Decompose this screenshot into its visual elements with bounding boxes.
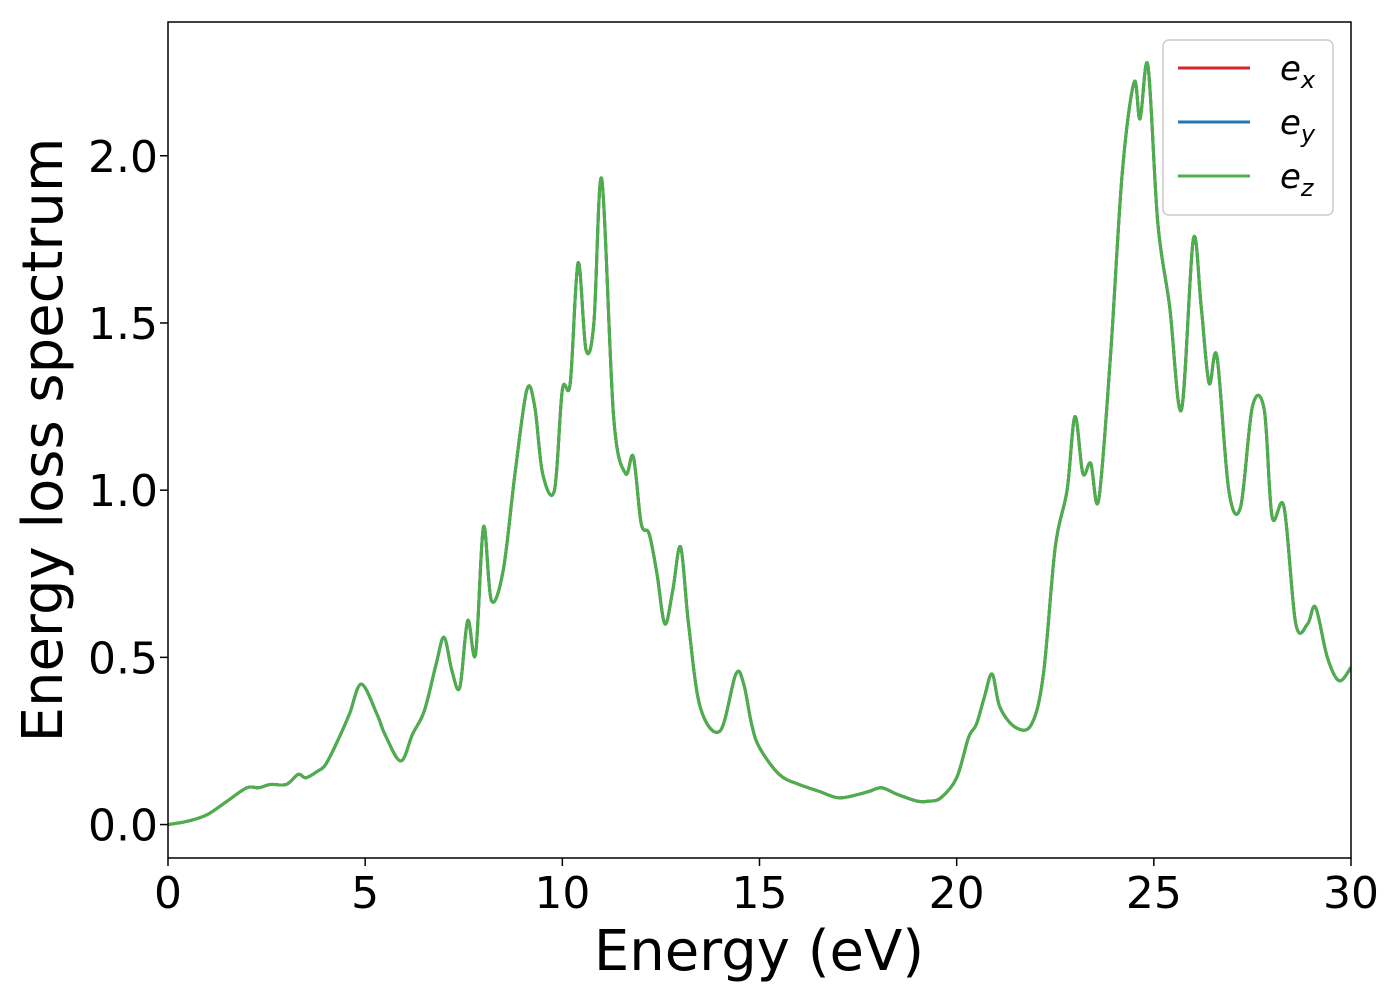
x-tick-label: 0 xyxy=(154,868,182,919)
y-tick-label: 0.0 xyxy=(88,801,158,852)
y-axis-title: Energy loss spectrum xyxy=(11,138,76,743)
legend-label-e-x: ex xyxy=(1280,49,1316,94)
y-tick-label: 1.0 xyxy=(88,466,158,517)
y-tick-label: 1.5 xyxy=(88,299,158,350)
legend-entries: ex ey ez xyxy=(1178,49,1316,202)
x-axis-ticks: 0 5 10 15 20 25 30 xyxy=(154,858,1379,919)
x-tick-label: 10 xyxy=(534,868,590,919)
series-line-e-z xyxy=(168,61,1351,827)
x-tick-label: 5 xyxy=(351,868,379,919)
legend-label-e-y: ey xyxy=(1280,103,1316,148)
x-tick-label: 15 xyxy=(732,868,788,919)
y-tick-label: 2.0 xyxy=(88,132,158,183)
x-tick-label: 20 xyxy=(929,868,985,919)
x-tick-label: 25 xyxy=(1126,868,1182,919)
legend: ex ey ez xyxy=(1162,39,1334,216)
x-axis-title: Energy (eV) xyxy=(594,919,924,984)
y-tick-label: 0.5 xyxy=(88,633,158,684)
y-axis-ticks: 0.0 0.5 1.0 1.5 2.0 xyxy=(88,132,168,852)
x-tick-label: 30 xyxy=(1323,868,1379,919)
legend-box xyxy=(1162,39,1334,216)
legend-label-e-z: ez xyxy=(1280,157,1315,202)
series-layer xyxy=(168,61,1351,827)
